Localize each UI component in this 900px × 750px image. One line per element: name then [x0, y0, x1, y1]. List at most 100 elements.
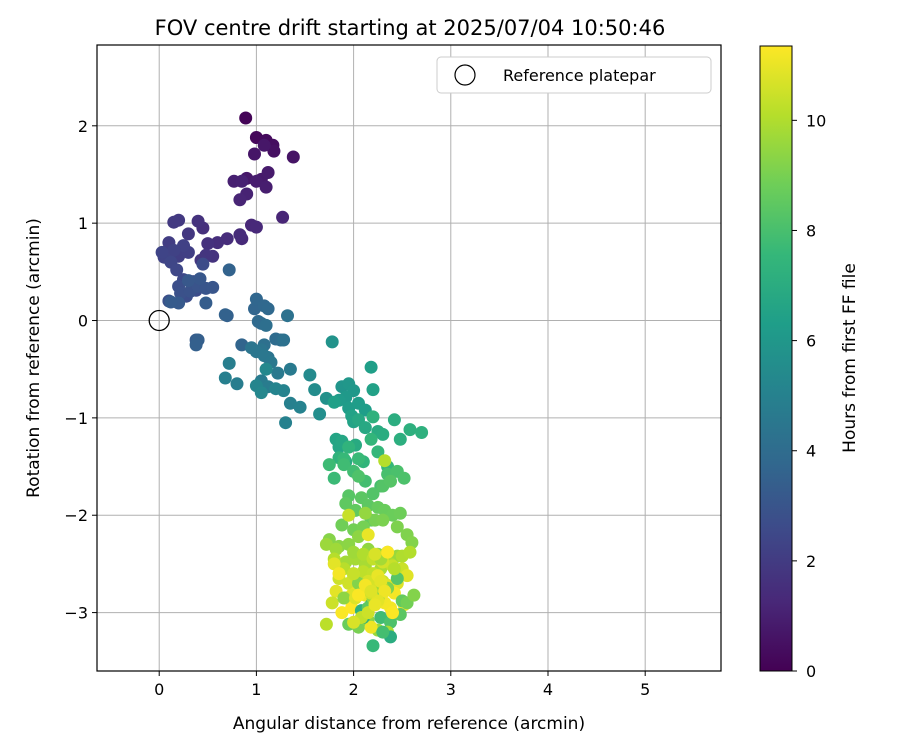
scatter-point — [325, 596, 339, 610]
scatter-point — [347, 567, 361, 581]
scatter-point — [347, 615, 361, 629]
scatter-point — [313, 407, 327, 421]
colorbar-tick-label: 0 — [806, 662, 816, 681]
scatter-point — [248, 147, 261, 161]
scatter-point — [347, 545, 361, 559]
colorbar-label: Hours from first FF file — [840, 263, 860, 453]
scatter-point — [342, 440, 356, 454]
scatter-point — [303, 368, 317, 382]
scatter-point — [384, 474, 397, 488]
scatter-point — [378, 584, 392, 598]
scatter-point — [386, 606, 399, 620]
x-axis-label: Angular distance from reference (arcmin) — [233, 714, 585, 734]
scatter-point — [393, 432, 407, 446]
scatter-point — [329, 542, 343, 556]
scatter-point — [356, 565, 370, 579]
scatter-point — [170, 263, 184, 277]
scatter-point — [400, 569, 414, 583]
scatter-point — [339, 497, 353, 510]
scatter-point — [259, 362, 273, 376]
plot-frame — [96, 44, 722, 672]
y-tick-label: 2 — [78, 117, 88, 136]
scatter-point — [415, 426, 429, 439]
axis-ticks: 0 1 2 3 4 5 −3 −2 −1 0 1 2 — [64, 117, 650, 699]
scatter-point — [368, 547, 382, 561]
scatter-point — [196, 257, 210, 271]
y-tick-label: 0 — [78, 312, 88, 331]
x-tick-label: 1 — [251, 680, 261, 699]
scatter-point — [352, 469, 365, 483]
scatter-point — [332, 567, 346, 581]
scatter-point — [366, 410, 380, 424]
scatter-point — [337, 458, 351, 472]
y-tick-label: −3 — [64, 604, 88, 623]
scatter-point — [374, 574, 388, 588]
scatter-point — [378, 454, 392, 468]
scatter-point — [387, 413, 401, 427]
y-axis-label: Rotation from reference (arcmin) — [24, 218, 44, 498]
scatter-point — [397, 471, 411, 485]
scatter-point — [259, 180, 273, 194]
x-tick-label: 0 — [154, 680, 164, 699]
scatter-point — [249, 220, 263, 234]
legend-label: Reference platepar — [503, 66, 656, 85]
scatter-point — [327, 395, 341, 409]
scatter-point — [337, 591, 351, 605]
scatter-point — [368, 598, 382, 612]
scatter-point — [261, 302, 275, 316]
scatter-point — [364, 620, 378, 634]
scatter-point — [364, 584, 378, 598]
scatter-point — [371, 445, 385, 459]
scatter-point — [201, 237, 215, 251]
y-tick-label: 1 — [78, 214, 88, 233]
scatter-point — [254, 386, 268, 400]
scatter-point — [403, 423, 417, 437]
scatter-point — [374, 611, 388, 624]
scatter-point — [218, 308, 232, 322]
scatter-point — [218, 371, 232, 385]
y-tick-label: −1 — [64, 409, 88, 428]
colorbar-tick-label: 8 — [806, 221, 816, 240]
x-tick-label: 2 — [349, 680, 359, 699]
data-points — [155, 111, 429, 653]
scatter-point — [366, 487, 380, 501]
scatter-point — [376, 625, 390, 639]
legend: Reference platepar — [436, 56, 712, 94]
scatter-point — [279, 416, 293, 430]
scatter-point — [267, 144, 281, 158]
scatter-point — [222, 263, 236, 277]
scatter-point — [325, 335, 339, 349]
scatter-point — [358, 506, 372, 520]
colorbar-tick-label: 4 — [806, 442, 816, 461]
scatter-point — [277, 333, 291, 347]
scatter-point — [167, 215, 181, 229]
scatter-point — [181, 227, 195, 241]
scatter-point — [191, 214, 205, 228]
reference-platepar-marker — [148, 309, 170, 332]
scatter-point — [352, 452, 365, 466]
scatter-point — [364, 432, 378, 446]
colorbar-tick-label: 2 — [806, 552, 816, 571]
scatter-point — [259, 318, 273, 332]
scatter-point — [352, 530, 365, 544]
scatter-point — [403, 545, 417, 559]
legend-box — [436, 56, 712, 94]
scatter-point — [366, 639, 380, 653]
reference-marker — [148, 309, 170, 332]
scatter-point — [286, 150, 300, 164]
scatter-point — [164, 295, 178, 309]
scatter-point — [239, 111, 253, 125]
scatter-point — [235, 174, 249, 188]
scatter-point — [342, 508, 356, 522]
colorbar-tick-label: 10 — [806, 111, 826, 130]
colorbar — [759, 45, 793, 672]
scatter-point — [181, 274, 195, 288]
scatter-point — [308, 383, 322, 397]
scatter-point — [364, 360, 378, 374]
scatter-point — [257, 138, 271, 152]
scatter-point — [335, 518, 349, 532]
scatter-point — [366, 383, 380, 397]
y-tick-label: −2 — [64, 506, 88, 525]
scatter-point — [193, 272, 207, 286]
